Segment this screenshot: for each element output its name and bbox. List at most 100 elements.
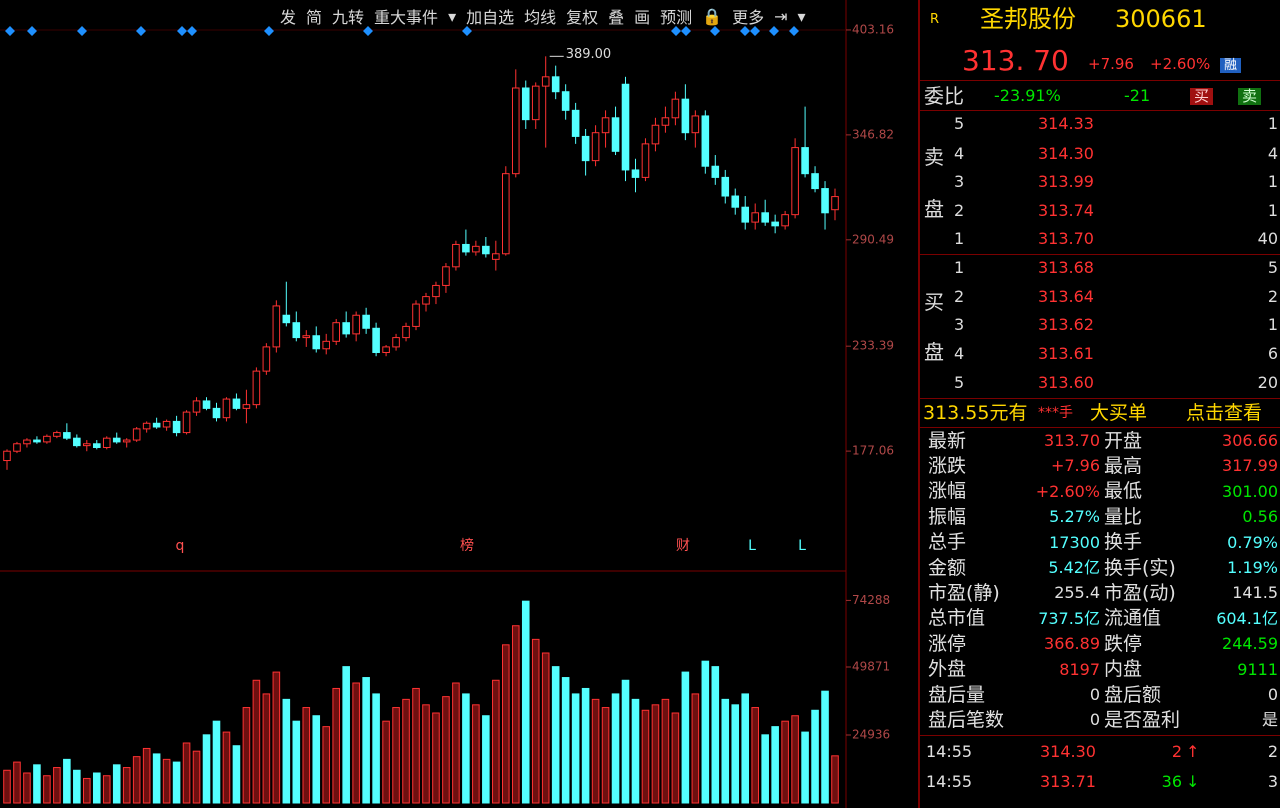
- volume-bar: [332, 687, 340, 804]
- side-label: 买: [924, 290, 944, 314]
- weibi: -23.91%: [994, 86, 1061, 105]
- volume-bar: [282, 698, 291, 804]
- candle-body: [122, 439, 131, 443]
- toolbar-button[interactable]: 重大事件: [374, 8, 439, 27]
- stat-label: 是否盈利: [1104, 708, 1181, 731]
- level-price: 314.30: [1038, 144, 1094, 163]
- stat-value: 是: [1261, 710, 1278, 730]
- toolbar-button[interactable]: 叠: [608, 8, 625, 27]
- volume-bar: [502, 644, 510, 804]
- candle-body: [741, 206, 750, 223]
- stat-value: 313.70: [1044, 431, 1100, 450]
- candle-body: [342, 322, 350, 335]
- event-marker: 财: [676, 538, 690, 554]
- volume-bar: [362, 677, 370, 804]
- stat-value: 244.59: [1222, 634, 1278, 654]
- candle-body: [791, 147, 799, 216]
- change-pct: +2.60%: [1150, 54, 1211, 73]
- candle-body: [152, 422, 161, 428]
- stat-label: 流通值: [1104, 607, 1162, 630]
- volume-bar: [641, 709, 650, 804]
- candle-body: [322, 340, 331, 350]
- toolbar-button[interactable]: 九转: [332, 8, 365, 27]
- volume-bar: [132, 756, 141, 804]
- candle-body: [352, 314, 360, 335]
- volume-bar: [302, 707, 311, 804]
- toolbar-button[interactable]: 更多: [732, 8, 765, 27]
- volume-bar: [561, 677, 570, 804]
- candle-body: [502, 173, 510, 255]
- big-order[interactable]: 点击查看: [1186, 401, 1263, 424]
- weibi-label: 委比: [924, 84, 964, 108]
- volume-bar: [482, 715, 490, 804]
- volume-bar: [801, 731, 809, 804]
- volume-bar: [272, 671, 281, 804]
- candle-body: [142, 422, 151, 430]
- volume-bar: [661, 698, 670, 804]
- stat-value: 141.5: [1232, 583, 1278, 603]
- toolbar-button[interactable]: 发: [280, 8, 297, 27]
- stat-value: 737.5亿: [1038, 608, 1100, 628]
- volume-bar: [102, 775, 111, 804]
- toolbar-button[interactable]: 加自选: [466, 8, 515, 27]
- event-marker: 榜: [460, 537, 474, 554]
- separator: [920, 735, 1280, 736]
- stat-label: 市盈(静): [928, 581, 1000, 604]
- candle-body: [701, 115, 710, 167]
- chart-area: 177.06 233.39 290.49 346.82 403.16 389.00 q 榜 财 L…: [0, 0, 894, 808]
- level: 1: [954, 229, 965, 248]
- stat-label: 最新: [928, 429, 967, 452]
- volume-bar: [83, 777, 91, 804]
- volume-bar: [751, 707, 759, 804]
- candle-body: [771, 221, 779, 227]
- tick-time: 14:55: [926, 742, 973, 761]
- level: 2: [954, 201, 965, 220]
- candle-body: [462, 243, 470, 253]
- toolbar-button[interactable]: 复权: [566, 8, 599, 27]
- candle-body: [372, 327, 380, 353]
- toolbar-button[interactable]: ▾: [448, 6, 457, 26]
- toolbar-button[interactable]: 简: [306, 8, 323, 27]
- volume-bar: [691, 693, 700, 804]
- y-tick-label: 177.06: [852, 444, 894, 458]
- candle-body: [571, 109, 580, 137]
- volume-bar: [761, 734, 769, 804]
- candle-body: [252, 370, 261, 406]
- level-price: 313.62: [1038, 315, 1094, 334]
- stat-value: 0: [1089, 685, 1100, 704]
- volume-bar: [611, 693, 620, 804]
- volume-bar: [202, 734, 211, 804]
- toolbar-button[interactable]: ⇥: [774, 6, 788, 26]
- volume-bar: [382, 720, 390, 804]
- stat-value: 17300: [1049, 532, 1100, 552]
- candle-body: [691, 115, 700, 134]
- toolbar-button[interactable]: 均线: [524, 8, 557, 27]
- big-order: 313.55元有: [923, 401, 1028, 424]
- candle-body: [811, 173, 819, 190]
- candle-body: [801, 147, 809, 175]
- volume-bar: [372, 693, 380, 804]
- candle-body: [442, 266, 450, 286]
- stat-value: 0.79%: [1227, 532, 1278, 552]
- toolbar-button[interactable]: 画: [634, 8, 651, 27]
- level-price: 313.99: [1038, 172, 1094, 191]
- toolbar-button[interactable]: ▾: [797, 6, 806, 26]
- buy-button[interactable]: 买: [1190, 87, 1214, 105]
- toolbar-button[interactable]: 🔒: [702, 6, 723, 26]
- candle-body: [721, 176, 730, 197]
- level: 4: [954, 144, 965, 163]
- level-volume: 40: [1257, 229, 1278, 248]
- sell-button[interactable]: 卖: [1238, 87, 1262, 105]
- volume-bar: [33, 764, 41, 804]
- toolbar-button[interactable]: 预测: [660, 8, 693, 27]
- candle-body: [402, 325, 410, 339]
- stat-label: 振幅: [928, 505, 967, 528]
- candle-body: [242, 404, 251, 409]
- volume-bar: [771, 726, 779, 804]
- toolbar: 发简九转 重大事件 ▾ 加自选 均线 复权叠画预测 🔒 更多 ⇥ ▾: [280, 3, 806, 29]
- volume-bar: [232, 745, 241, 804]
- candle-body: [102, 437, 111, 448]
- volume-bar: [821, 690, 829, 804]
- quote-panel: R 圣邦股份 300661 313. 70 +7.96 +2.60% 融委比 -23.91% -…: [918, 0, 1280, 808]
- volume-bar: [212, 720, 221, 804]
